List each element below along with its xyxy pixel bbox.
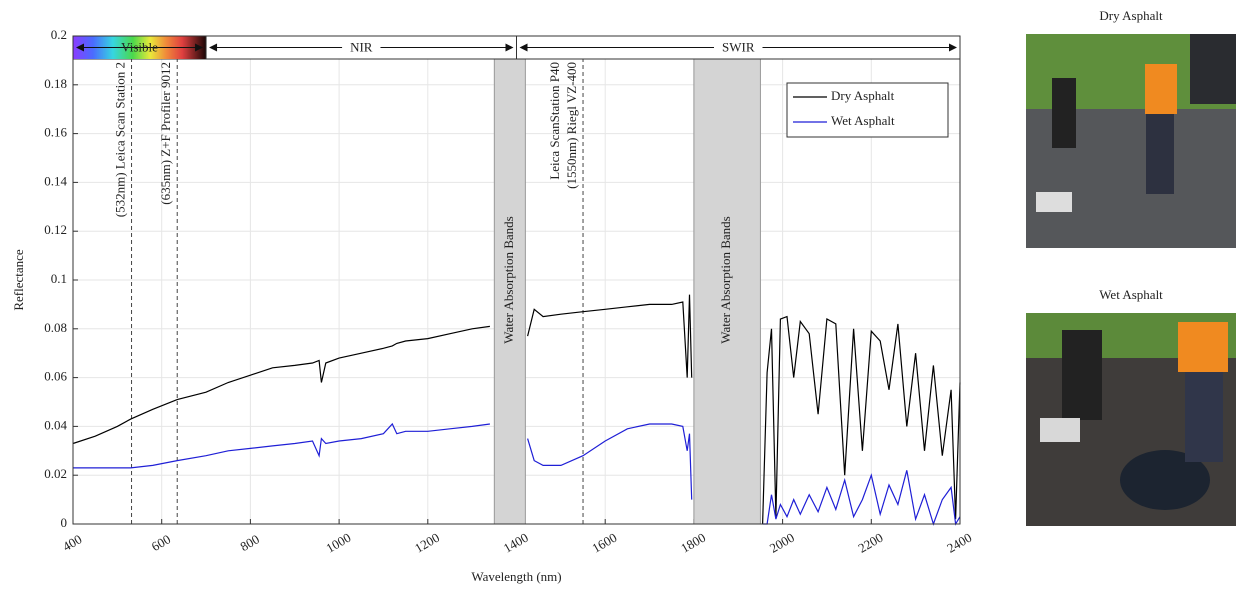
photo-title: Wet Asphalt [1099,287,1163,302]
y-tick-label: 0.04 [44,417,67,432]
y-tick-label: 0.02 [44,466,67,481]
marker-label: (635nm) Z+F Profiler 9012 [158,62,173,205]
marker-label: Leica ScanStation P40 [547,62,562,180]
x-tick-label: 400 [60,531,84,554]
absorption-band [493,35,526,525]
y-tick-label: 0.2 [51,27,67,42]
marker-label: (1550nm) Riegl VZ-400 [564,62,579,189]
region-label: SWIR [722,39,755,54]
x-tick-label: 1800 [678,530,708,556]
label-bg [714,39,763,56]
photo-device [1040,418,1080,442]
x-tick-label: 1600 [589,530,619,556]
x-axis-label: Wavelength (nm) [471,569,561,584]
photo-person [1052,78,1076,148]
photo-person [1146,114,1174,194]
data-line [72,294,961,525]
y-tick-label: 0.08 [44,320,67,335]
legend-label: Wet Asphalt [831,113,895,128]
band-label: Water Absorption Bands [718,216,733,344]
x-tick-label: 2400 [944,530,974,556]
x-tick-label: 1000 [323,530,353,556]
y-tick-label: 0.06 [44,369,67,384]
photo-car [1190,34,1236,104]
photo-person [1145,64,1177,114]
y-tick-label: 0.18 [44,76,67,91]
y-tick-label: 0 [61,515,68,530]
y-tick-label: 0.16 [44,125,67,140]
label-bg [342,39,381,56]
x-tick-label: 800 [237,531,261,554]
region-label: Visible [121,39,158,54]
data-line [73,422,961,526]
photo-panel: Dry Asphalt Wet Asphalt [1026,8,1236,526]
x-tick-label: 1400 [501,530,531,556]
photo-person [1185,372,1223,462]
band-label: Water Absorption Bands [501,216,516,344]
absorption-band [693,35,761,525]
marker-label: (532nm) Leica Scan Station 2 [113,62,128,217]
legend-label: Dry Asphalt [831,88,895,103]
y-tick-label: 0.14 [44,173,67,188]
photo-person [1062,330,1102,420]
x-tick-label: 1200 [412,530,442,556]
chart: 0 0.02 0.04 0.06 0.08 0.1 0.12 0.14 0.16 0.18 0.2 4… [11,27,974,584]
photo-person [1178,322,1228,372]
photo-device [1036,192,1072,212]
x-tick-label: 2000 [767,530,797,556]
plot-frame [72,35,961,525]
x-tick-label: 2200 [856,530,886,556]
x-tick-label: 600 [149,531,173,554]
region-label: NIR [350,39,373,54]
legend [786,82,949,138]
y-tick-label: 0.12 [44,222,67,237]
y-axis-label: Reflectance [11,249,26,311]
y-tick-label: 0.1 [51,271,67,286]
photo-title: Dry Asphalt [1099,8,1163,23]
photo-water [1120,450,1210,510]
